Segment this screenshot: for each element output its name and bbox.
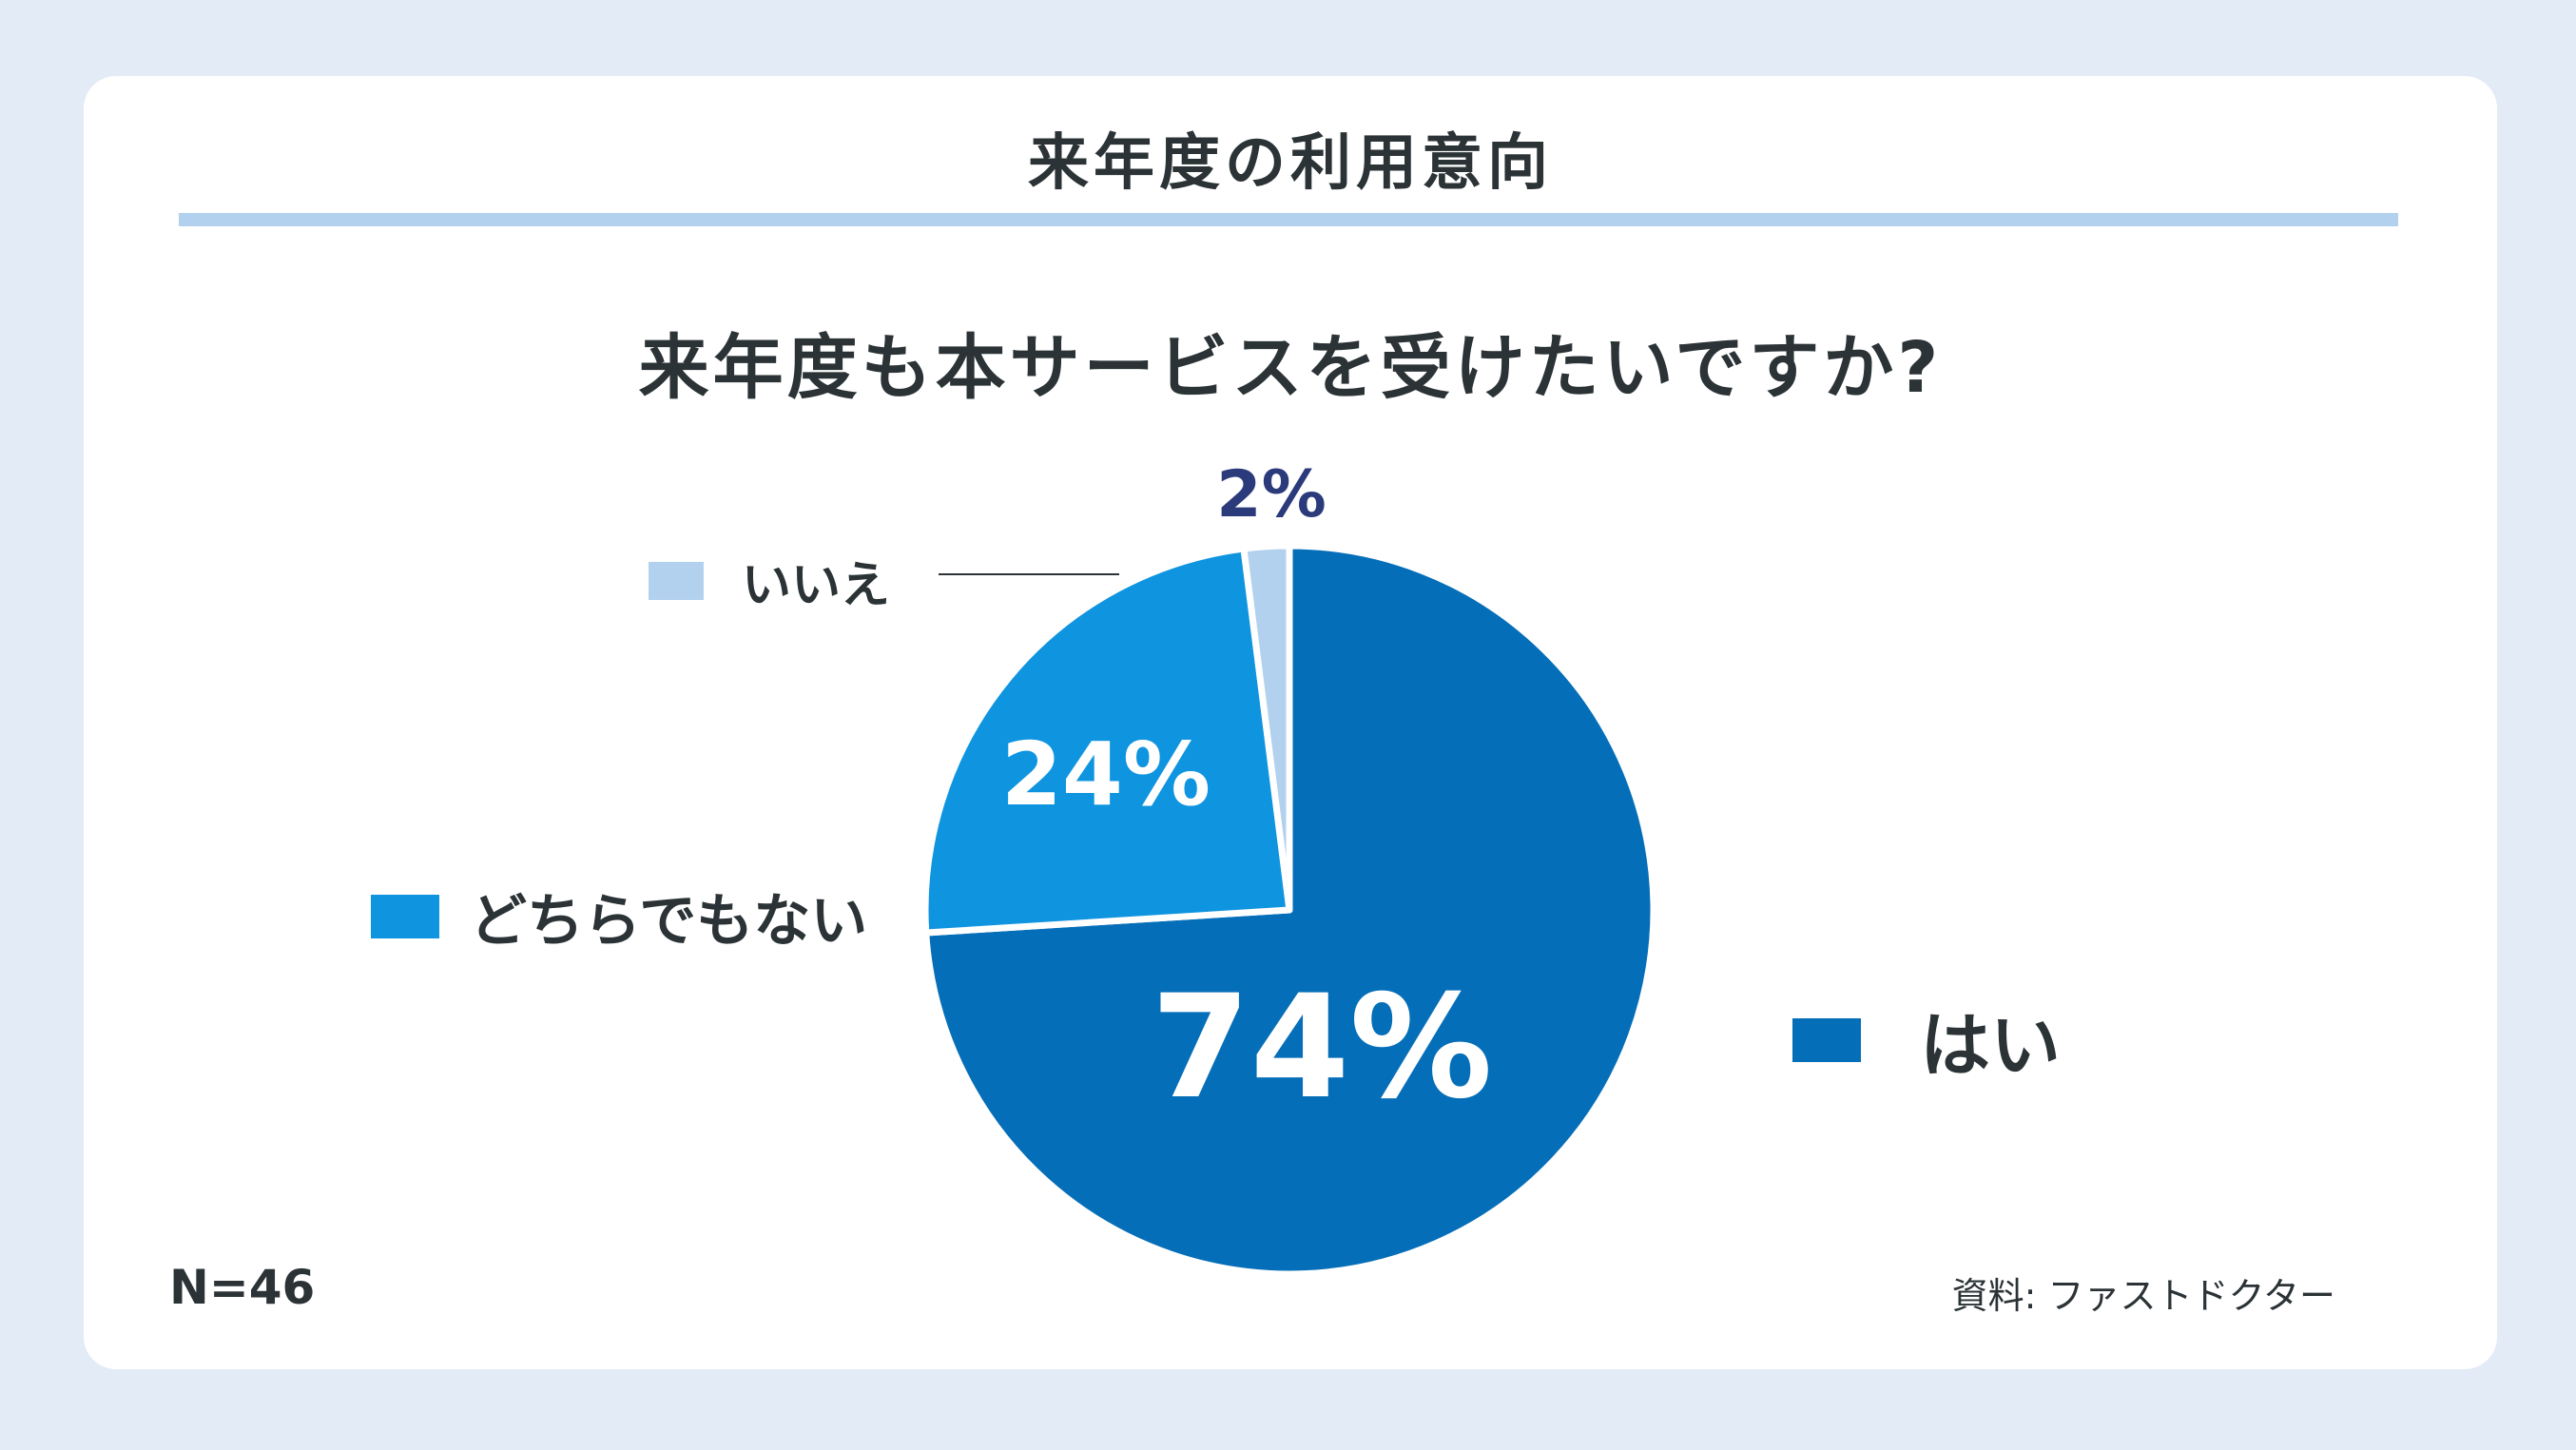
legend-swatch-no [649, 561, 704, 600]
legend-swatch-neutral [371, 894, 439, 938]
slice-value-yes: 74% [1151, 965, 1492, 1131]
pie-slice-neutral [921, 545, 1293, 937]
legend-item-neutral: どちらでもない [371, 875, 867, 957]
sample-size: N=46 [169, 1260, 316, 1315]
page-title: 来年度の利用意向 [1028, 128, 1553, 199]
legend-label-neutral: どちらでもない [470, 888, 868, 955]
slice-value-neutral: 24% [1001, 724, 1211, 825]
legend-swatch-yes [1792, 1017, 1861, 1062]
legend-label-yes: はい [1920, 1005, 2061, 1087]
slice-value-no: 2% [1216, 457, 1326, 532]
legend-item-no: いいえ [649, 545, 890, 616]
legend-label-no: いいえ [742, 557, 891, 614]
source-credit: 資料: ファストドクター [1951, 1275, 2335, 1317]
pie-slice-no [1240, 542, 1293, 914]
legend-item-yes: はい [1792, 989, 2061, 1091]
chart-title: 来年度も本サービスを受けたいですか? [638, 327, 1943, 409]
title-underline [179, 213, 2398, 226]
